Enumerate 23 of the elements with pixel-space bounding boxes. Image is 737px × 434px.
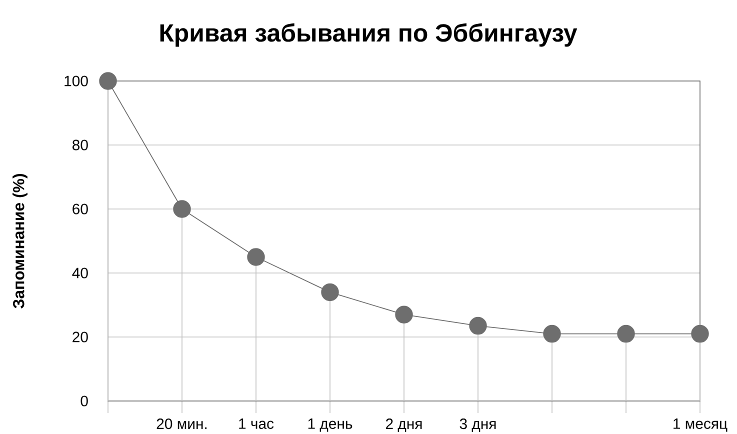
point [321, 283, 339, 302]
point [469, 316, 487, 335]
x-tick-label: 2 дня [386, 418, 422, 432]
point [543, 324, 561, 343]
point [99, 72, 117, 90]
y-tick-label: 0 [80, 396, 88, 406]
y-axis-title: Запоминание (%) [12, 174, 28, 308]
y-tick-label: 80 [72, 140, 88, 150]
point [395, 306, 413, 324]
x-tick-label: 1 день [308, 418, 352, 432]
point [691, 324, 709, 343]
point [617, 324, 635, 343]
y-tick-label: 100 [64, 76, 88, 86]
x-tick-label: 1 месяц [674, 418, 728, 432]
point [247, 248, 265, 266]
point [173, 200, 191, 218]
x-tick-label: 3 дня [460, 418, 496, 432]
x-tick-label: 20 мин. [156, 418, 207, 430]
x-tick-label: 1 час [239, 418, 274, 429]
y-tick-label: 60 [72, 204, 88, 214]
y-tick-label: 20 [72, 332, 88, 342]
y-tick-label: 40 [72, 268, 88, 278]
chart-title: Кривая забывания по Эббингаузу [160, 23, 578, 47]
